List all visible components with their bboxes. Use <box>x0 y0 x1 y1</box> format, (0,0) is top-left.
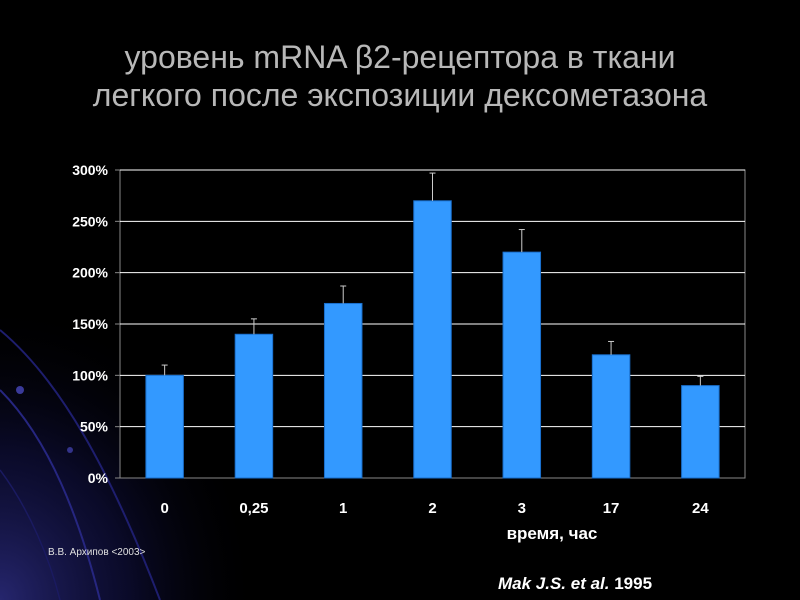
bar-3 <box>502 251 542 479</box>
x-tick-label: 3 <box>518 500 526 517</box>
x-tick-label: 0 <box>160 500 168 517</box>
x-axis-title: время, час <box>507 524 598 543</box>
x-tick-label: 17 <box>603 500 620 517</box>
title-line-2: легкого после экспозиции дексометазона <box>92 77 708 113</box>
y-tick-label: 100% <box>72 367 108 383</box>
y-tick-label: 200% <box>72 265 108 281</box>
y-tick-label: 150% <box>72 316 108 332</box>
x-tick-label: 2 <box>428 500 436 517</box>
y-tick-label: 250% <box>72 213 108 229</box>
title-line-1: уровень mRNA β2-рецептора в ткани <box>124 39 676 75</box>
reference: Mak J.S. et al. 1995 <box>498 574 652 594</box>
bar-17 <box>591 354 631 479</box>
bar-24 <box>681 385 720 479</box>
bar-2 <box>413 200 452 479</box>
x-tick-label: 1 <box>339 500 347 517</box>
x-tick-label: 0,25 <box>239 500 268 517</box>
bars <box>145 172 720 479</box>
x-axis-labels: 0 0,25 1 2 3 17 24 <box>160 500 709 517</box>
bar-0 <box>145 374 184 479</box>
bar-0,25 <box>234 333 274 479</box>
x-tick-label: 24 <box>692 500 709 517</box>
y-tick-label: 50% <box>80 419 109 435</box>
bar-1 <box>323 302 363 479</box>
y-axis-labels: 0% 50% 100% 150% 200% 250% 300% <box>72 162 120 486</box>
y-tick-label: 0% <box>88 470 109 486</box>
author-credit: В.В. Архипов <2003> <box>48 547 146 558</box>
reference-authors: Mak J.S. et al. <box>498 574 610 593</box>
slide-title: уровень mRNA β2-рецептора в ткани легког… <box>0 38 800 114</box>
reference-year: 1995 <box>609 574 653 593</box>
y-tick-label: 300% <box>72 162 108 178</box>
